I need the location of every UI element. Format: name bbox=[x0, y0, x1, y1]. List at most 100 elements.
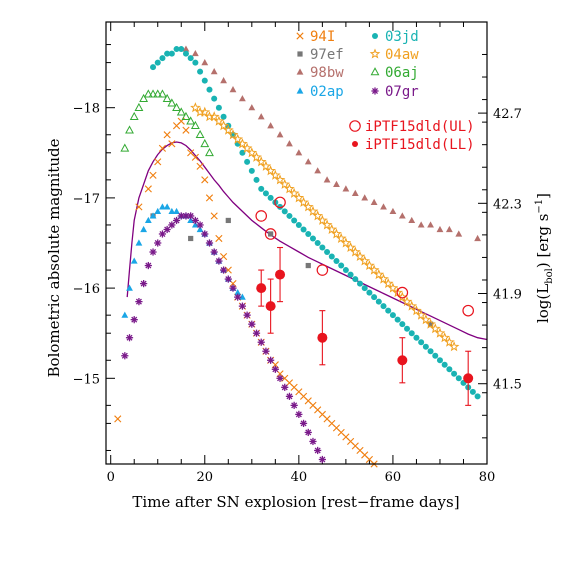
data-point bbox=[154, 59, 161, 66]
legend-entry: 94I bbox=[296, 29, 335, 45]
data-point bbox=[469, 388, 476, 395]
data-point bbox=[361, 194, 369, 201]
data-point bbox=[408, 216, 416, 224]
data-point bbox=[248, 104, 256, 111]
data-point bbox=[354, 250, 366, 262]
data-point bbox=[168, 207, 176, 215]
data-point bbox=[182, 126, 190, 134]
data-point bbox=[288, 187, 300, 198]
data-point bbox=[154, 239, 162, 247]
data-point bbox=[373, 269, 385, 280]
data-point bbox=[262, 347, 270, 355]
data-point bbox=[219, 266, 228, 274]
data-point-stroke bbox=[168, 140, 176, 148]
data-point-stroke bbox=[253, 330, 260, 337]
data-point bbox=[182, 45, 190, 52]
data-point bbox=[439, 332, 451, 343]
legend-marker bbox=[296, 32, 304, 40]
y-tick-label: −15 bbox=[73, 372, 100, 387]
legend-label: 98bw bbox=[310, 65, 344, 81]
data-point bbox=[281, 208, 288, 215]
data-point-stroke bbox=[299, 392, 308, 400]
data-point bbox=[399, 321, 406, 328]
x-tick-label: 20 bbox=[197, 470, 214, 485]
data-point bbox=[176, 107, 186, 116]
x-tick-label: 80 bbox=[479, 470, 496, 485]
data-point bbox=[220, 113, 227, 120]
data-point bbox=[186, 116, 196, 125]
legend-marker bbox=[296, 87, 304, 94]
legend-label: 97ef bbox=[310, 47, 344, 63]
data-point bbox=[285, 392, 294, 400]
right-y-axis-title-part-4: −1 bbox=[534, 199, 545, 214]
data-point bbox=[295, 149, 303, 156]
legend-entry: 06aj bbox=[370, 65, 419, 81]
data-point bbox=[196, 221, 204, 229]
data-point bbox=[425, 318, 436, 329]
data-point bbox=[309, 437, 317, 446]
data-point-stroke bbox=[173, 217, 180, 224]
data-point bbox=[441, 361, 448, 368]
data-point-stroke bbox=[258, 339, 265, 346]
data-point-stroke bbox=[225, 276, 232, 283]
data-point-stroke bbox=[144, 185, 152, 193]
model-line-path bbox=[126, 141, 488, 341]
data-point bbox=[191, 49, 199, 57]
data-point-stroke bbox=[145, 262, 152, 269]
data-point-stroke bbox=[114, 415, 122, 423]
data-point bbox=[267, 356, 275, 364]
data-point-stroke bbox=[201, 176, 209, 184]
data-point bbox=[262, 190, 269, 197]
data-point-stroke bbox=[182, 212, 189, 219]
legend-marker bbox=[371, 87, 379, 95]
data-point bbox=[257, 338, 265, 346]
data-point bbox=[444, 336, 455, 347]
data-point bbox=[307, 205, 319, 216]
data-point bbox=[239, 149, 246, 156]
data-point bbox=[276, 374, 284, 382]
data-point-stroke bbox=[187, 212, 194, 219]
y-tick-label: −18 bbox=[73, 102, 100, 117]
data-point-stroke bbox=[205, 194, 214, 202]
data-point bbox=[135, 298, 143, 306]
data-point bbox=[190, 120, 200, 130]
data-point bbox=[304, 158, 312, 165]
data-point bbox=[178, 46, 185, 53]
data-point bbox=[206, 86, 213, 93]
data-point bbox=[164, 50, 171, 57]
data-point bbox=[135, 239, 143, 246]
data-point bbox=[234, 289, 242, 296]
legend-label: 94I bbox=[310, 29, 335, 45]
data-point bbox=[140, 225, 148, 233]
data-point bbox=[211, 95, 218, 102]
data-point bbox=[225, 217, 231, 224]
data-point bbox=[232, 133, 244, 144]
data-point bbox=[420, 314, 432, 325]
x-tick-label: 0 bbox=[107, 470, 115, 485]
data-point bbox=[340, 237, 352, 248]
data-point bbox=[397, 355, 408, 366]
data-point bbox=[120, 143, 130, 152]
model-light-curve bbox=[126, 141, 488, 341]
legend-label: 06aj bbox=[385, 65, 419, 81]
data-point bbox=[359, 255, 371, 266]
legend-entry: 04aw bbox=[369, 47, 419, 63]
series-07gr bbox=[121, 212, 326, 464]
series-98bw bbox=[182, 45, 481, 242]
tick-marks bbox=[106, 22, 488, 464]
legend-entry: iPTF15dld(LL) bbox=[352, 137, 475, 153]
data-point bbox=[427, 221, 434, 228]
data-point bbox=[314, 240, 321, 246]
data-point bbox=[251, 151, 262, 162]
data-point bbox=[298, 196, 309, 207]
legend-label: 02ap bbox=[310, 84, 344, 100]
data-point bbox=[290, 401, 298, 409]
data-point bbox=[408, 330, 415, 337]
legend-entry: 98bw bbox=[296, 65, 344, 81]
data-point-stroke bbox=[234, 294, 241, 301]
series-iptf15dld-ul- bbox=[255, 196, 474, 317]
data-point-stroke bbox=[220, 267, 227, 274]
tick-labels: 0 20 40 60 80 −18 −17 −16 −15 42.7 42.3 41.9 41.5 bbox=[73, 102, 522, 485]
series-04aw bbox=[190, 102, 460, 352]
legend-entry: 02ap bbox=[296, 84, 344, 100]
